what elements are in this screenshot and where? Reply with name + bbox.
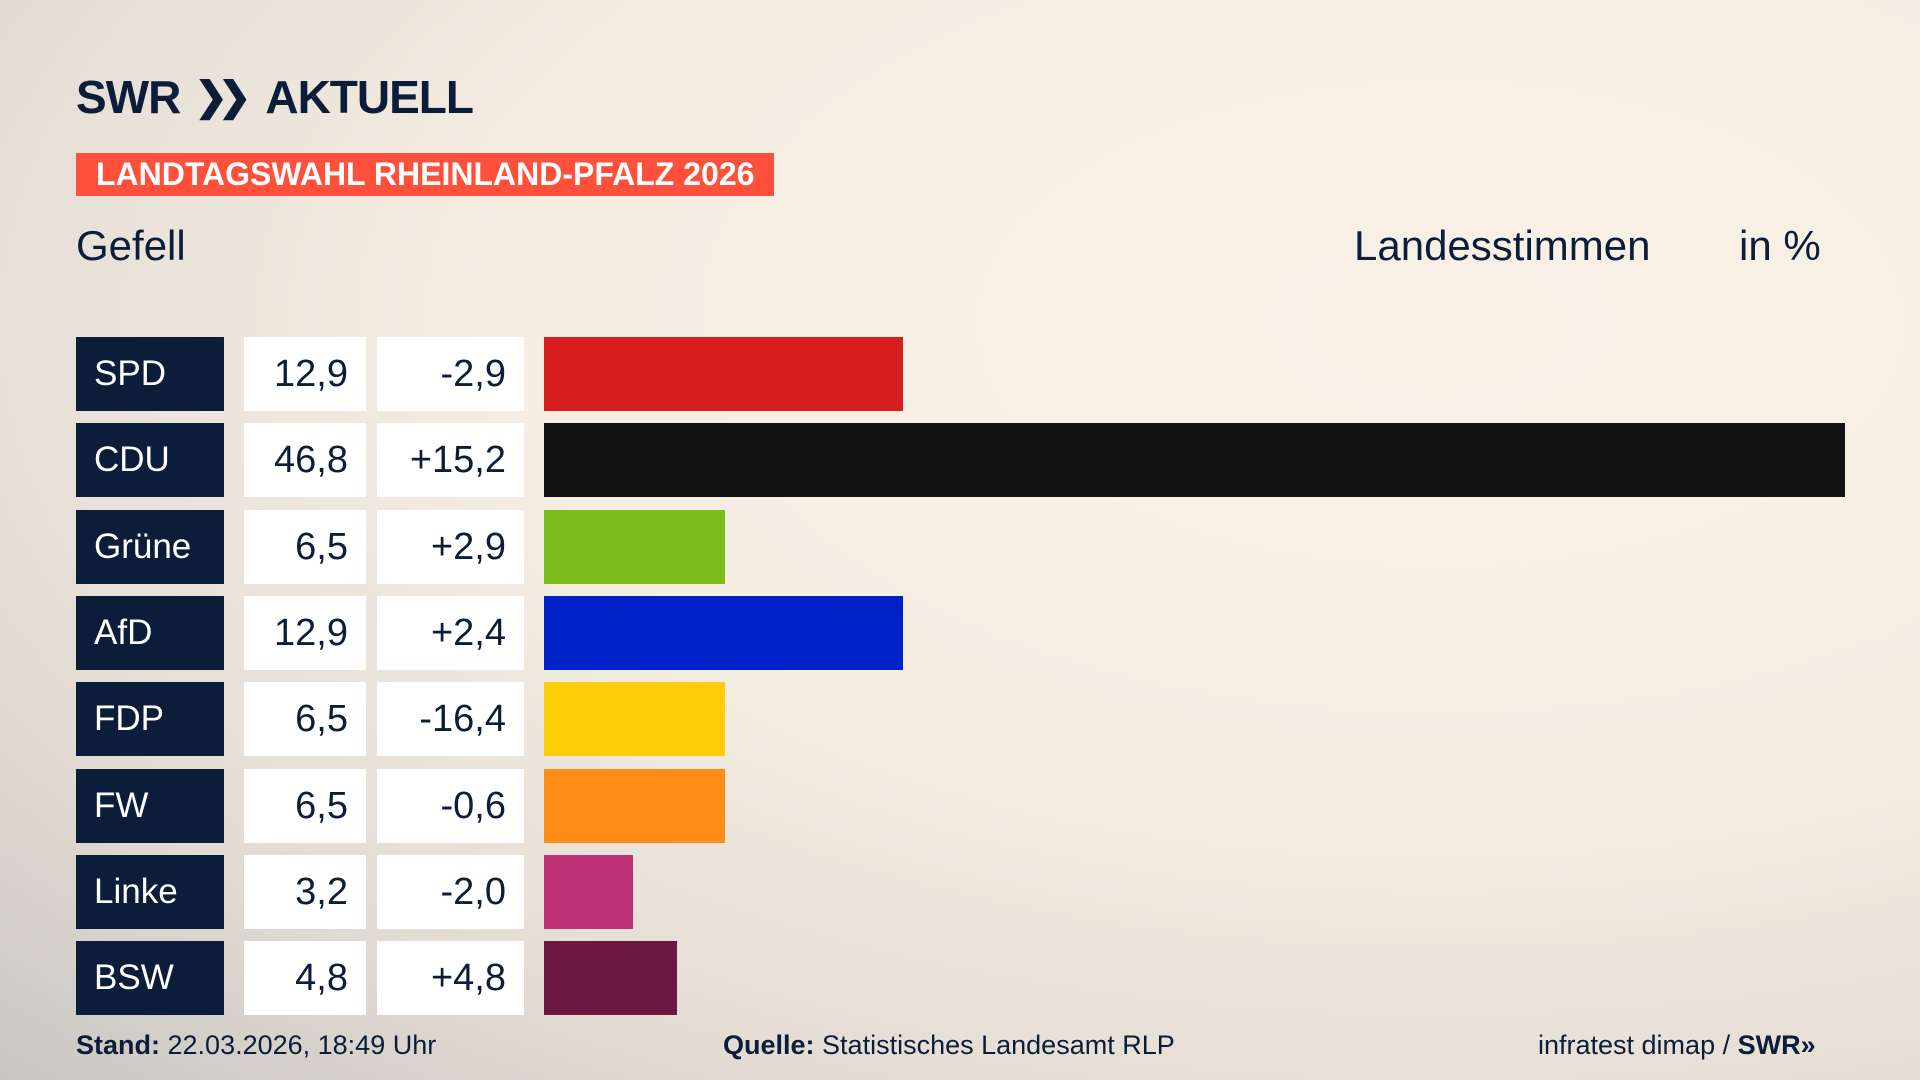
value-label: 3,2 xyxy=(244,854,366,929)
value-label: 6,5 xyxy=(244,509,366,584)
stand-label: Stand: xyxy=(76,1030,160,1060)
result-row: AfD 12,9 +2,4 xyxy=(76,595,1876,670)
credit-logo: SWR xyxy=(1737,1030,1801,1060)
logo-swr: SWR xyxy=(76,71,181,123)
change-label: -16,4 xyxy=(377,682,524,757)
chevron-icon: ❯❯ xyxy=(194,75,251,119)
chevron-icon: » xyxy=(1800,1030,1816,1060)
value-label: 12,9 xyxy=(244,337,366,411)
bar xyxy=(544,768,725,843)
party-label: AfD xyxy=(76,595,224,670)
bar xyxy=(544,941,678,1016)
party-label: Grüne xyxy=(76,509,224,584)
party-label: FDP xyxy=(76,682,224,757)
stand-value: 22.03.2026, 18:49 Uhr xyxy=(167,1030,437,1060)
measure-label: Landesstimmen xyxy=(1354,222,1651,269)
credit-text: infratest dimap / xyxy=(1538,1030,1738,1060)
bar xyxy=(544,337,903,411)
result-row: Linke 3,2 -2,0 xyxy=(76,854,1876,929)
bar xyxy=(544,854,633,929)
region-title: Gefell xyxy=(76,222,186,269)
bar xyxy=(544,509,725,584)
bar xyxy=(544,682,725,757)
bar xyxy=(544,595,903,670)
value-label: 6,5 xyxy=(244,768,366,843)
change-label: +4,8 xyxy=(377,941,524,1016)
value-label: 6,5 xyxy=(244,682,366,757)
source-label: Quelle: xyxy=(723,1030,815,1060)
source-value: Statistisches Landesamt RLP xyxy=(822,1030,1175,1060)
change-label: -0,6 xyxy=(377,768,524,843)
party-label: SPD xyxy=(76,337,224,411)
party-label: FW xyxy=(76,768,224,843)
footer-credit: infratest dimap / SWR» xyxy=(1538,1030,1816,1061)
change-label: -2,9 xyxy=(377,337,524,411)
value-label: 46,8 xyxy=(244,423,366,498)
change-label: -2,0 xyxy=(377,854,524,929)
result-row: Grüne 6,5 +2,9 xyxy=(76,509,1876,584)
footer-stand: Stand: 22.03.2026, 18:49 Uhr xyxy=(76,1030,436,1061)
result-row: FDP 6,5 -16,4 xyxy=(76,682,1876,757)
swr-aktuell-logo: SWR ❯❯ AKTUELL xyxy=(76,70,474,124)
footer-source: Quelle: Statistisches Landesamt RLP xyxy=(723,1030,1175,1061)
value-label: 4,8 xyxy=(244,941,366,1016)
party-label: Linke xyxy=(76,854,224,929)
party-label: CDU xyxy=(76,423,224,498)
result-row: FW 6,5 -0,6 xyxy=(76,768,1876,843)
party-label: BSW xyxy=(76,941,224,1016)
bar xyxy=(544,423,1845,498)
change-label: +2,4 xyxy=(377,595,524,670)
election-banner: LANDTAGSWAHL RHEINLAND-PFALZ 2026 xyxy=(76,153,775,196)
result-row: CDU 46,8 +15,2 xyxy=(76,423,1876,498)
result-row: BSW 4,8 +4,8 xyxy=(76,941,1876,1016)
unit-label: in % xyxy=(1739,222,1821,269)
change-label: +2,9 xyxy=(377,509,524,584)
result-row: SPD 12,9 -2,9 xyxy=(76,337,1876,411)
value-label: 12,9 xyxy=(244,595,366,670)
change-label: +15,2 xyxy=(377,423,524,498)
logo-suffix: AKTUELL xyxy=(265,71,474,123)
